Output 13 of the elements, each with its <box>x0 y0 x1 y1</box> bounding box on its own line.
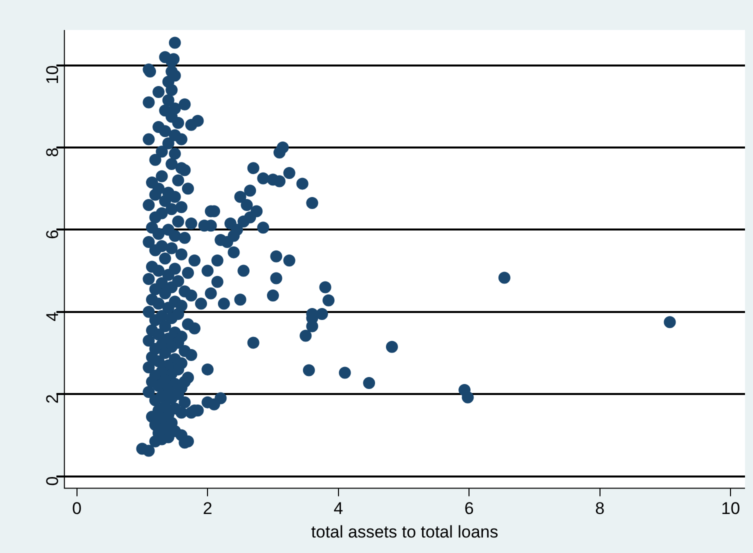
y-tick-label: 2 <box>43 394 62 404</box>
y-tick-label: 8 <box>43 148 62 157</box>
y-tick-label: 10 <box>43 65 62 84</box>
y-tick-label: 0 <box>43 476 62 486</box>
x-tick-label: 6 <box>464 499 474 518</box>
x-axis-title: total assets to total loans <box>311 522 498 542</box>
x-tick-label: 4 <box>334 499 344 518</box>
y-tick-label: 6 <box>43 230 62 240</box>
y-tick-label: 4 <box>43 312 62 322</box>
x-tick-label: 10 <box>721 499 740 518</box>
x-tick-label: 0 <box>72 499 82 518</box>
x-tick-label: 2 <box>202 499 212 518</box>
x-tick-label: 8 <box>595 499 605 518</box>
